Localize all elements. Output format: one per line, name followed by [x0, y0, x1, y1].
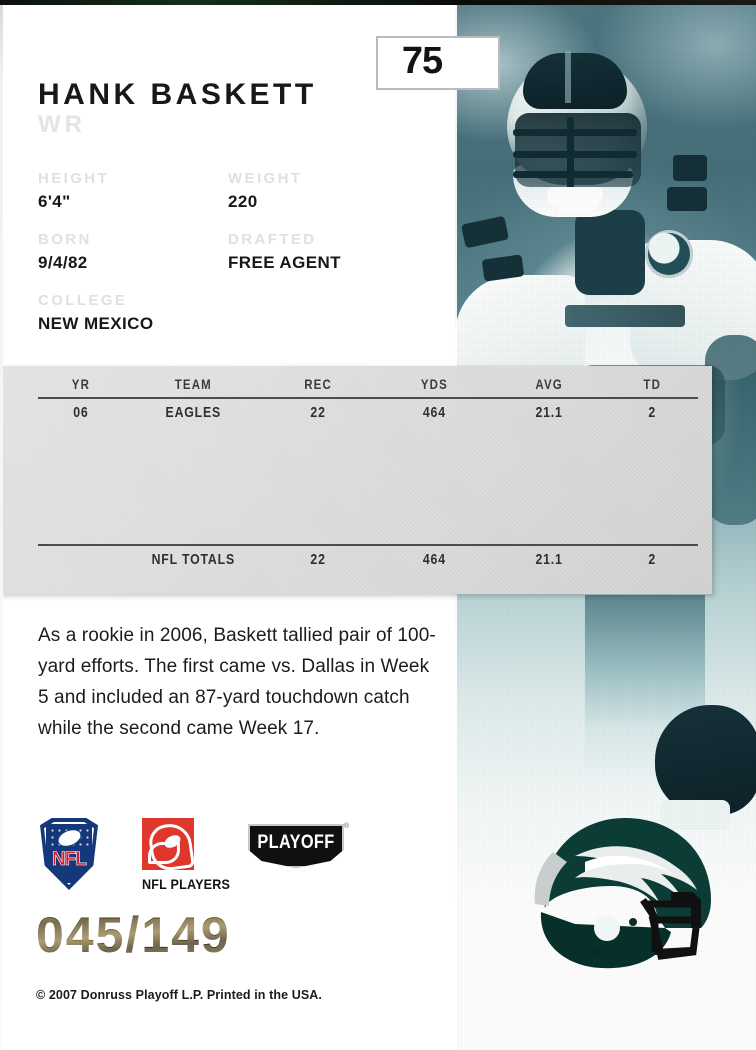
player-blurb: As a rookie in 2006, Baskett tallied pai…: [38, 625, 436, 739]
cell-avg: 21.1: [535, 404, 564, 421]
cell-total-yds: 464: [422, 551, 446, 568]
stats-totals-rule: [38, 544, 698, 546]
cell-rec: 22: [310, 404, 327, 421]
card-number: 75: [401, 39, 443, 82]
player-position: WR: [38, 111, 86, 138]
bio-value-drafted: FREE AGENT: [228, 253, 341, 272]
serial-number: 045/149: [36, 907, 231, 963]
bio-row: HEIGHT 6'4" WEIGHT 220: [38, 171, 448, 210]
nfl-players-caption: NFL PLAYERS: [142, 876, 231, 892]
bio-cell-college: COLLEGE NEW MEXICO: [38, 293, 228, 332]
cell-total-label: NFL TOTALS: [151, 551, 235, 568]
bio-grid: HEIGHT 6'4" WEIGHT 220 BORN 9/4/82 DRAFT…: [38, 171, 448, 332]
stats-col-td: TD: [642, 376, 661, 392]
nfl-logo: NFL ™: [40, 818, 98, 890]
facemask-bar-2: [513, 151, 637, 158]
copyright-notice: © 2007 Donruss Playoff L.P. Printed in t…: [36, 988, 322, 1002]
bio-label-drafted: DRAFTED: [228, 231, 317, 248]
card-top-border: [0, 0, 756, 5]
table-row: 06 EAGLES 22 464 21.1 2: [38, 399, 698, 426]
bio-cell-weight: WEIGHT 220: [228, 171, 418, 210]
bio-row: BORN 9/4/82 DRAFTED FREE AGENT: [38, 232, 448, 271]
bio-value-height: 6'4": [38, 192, 71, 211]
bio-value-college: NEW MEXICO: [38, 314, 154, 333]
player-helmet-stripe: [565, 51, 571, 103]
cell-total-yr: [46, 546, 116, 573]
cell-yr: 06: [73, 404, 89, 421]
nfl-tm: ™: [66, 884, 71, 890]
bio-cell-height: HEIGHT 6'4": [38, 171, 228, 210]
player-name: HANK BASKETT: [38, 78, 317, 111]
bio-row: COLLEGE NEW MEXICO: [38, 293, 448, 332]
jersey-eagles-patch: [645, 230, 693, 278]
player-sock: [660, 800, 730, 830]
bio-cell-drafted: DRAFTED FREE AGENT: [228, 232, 418, 271]
jersey-chest-band: [565, 305, 685, 327]
stats-header-row: YR TEAM REC YDS AVG TD: [38, 372, 698, 397]
cell-total-td: 2: [647, 551, 656, 568]
totals-row: NFL TOTALS 22 464 21.1 2: [38, 546, 698, 573]
playoff-logo: PLAYOFF ®: [248, 818, 349, 868]
stats-header-rule: [38, 397, 698, 399]
bio-label-height: HEIGHT: [38, 170, 110, 187]
nfl-players-icon: [142, 818, 194, 870]
bio-value-born: 9/4/82: [38, 253, 88, 272]
facemask-bar-1: [513, 129, 637, 136]
playoff-wordmark: PLAYOFF: [257, 832, 335, 853]
cell-yds: 464: [422, 404, 446, 421]
player-info-block: HANK BASKETT WR HEIGHT 6'4" WEIGHT 220 B…: [38, 80, 448, 354]
stats-empty-space: [38, 426, 698, 544]
stats-table: YR TEAM REC YDS AVG TD 06 EAGLES 22 464: [38, 372, 698, 573]
player-helmet-crown: [523, 53, 627, 109]
facemask-bar-vert: [567, 117, 574, 191]
jersey-number-a: [673, 155, 707, 181]
bio-label-born: BORN: [38, 231, 92, 248]
stats-col-avg: AVG: [535, 376, 564, 392]
bio-label-weight: WEIGHT: [228, 170, 303, 187]
bio-label-college: COLLEGE: [38, 292, 128, 309]
nfl-shield-icon: NFL ™: [40, 818, 98, 890]
panel-texture: [0, 366, 712, 594]
playoff-registered-mark: ®: [343, 823, 349, 830]
cell-total-avg: 21.1: [535, 551, 564, 568]
card-left-border: [0, 0, 3, 1050]
playoff-shield-icon: PLAYOFF ®: [248, 823, 349, 868]
cell-team: EAGLES: [165, 404, 221, 421]
jersey-number-b: [667, 187, 707, 211]
player-chin: [547, 187, 603, 213]
eagles-helmet-icon: [534, 818, 711, 969]
card-number-box: [376, 36, 500, 90]
bio-cell-born: BORN 9/4/82: [38, 232, 228, 271]
stats-col-yds: YDS: [420, 376, 448, 392]
cell-total-rec: 22: [310, 551, 327, 568]
cell-td: 2: [647, 404, 656, 421]
stats-col-yr: YR: [71, 376, 91, 392]
stats-col-rec: REC: [304, 376, 333, 392]
nfl-players-logo: NFL PLAYERS: [142, 818, 231, 892]
player-neck: [575, 210, 645, 295]
stats-panel: YR TEAM REC YDS AVG TD 06 EAGLES 22 464: [0, 366, 712, 594]
stats-col-team: TEAM: [174, 376, 212, 392]
bio-value-weight: 220: [228, 192, 258, 211]
player-knee-pad: [655, 705, 756, 815]
logo-row: NFL ™ NFL PLAYERS PLAYOFF ®: [40, 818, 349, 904]
nfl-wordmark: NFL: [52, 849, 88, 871]
